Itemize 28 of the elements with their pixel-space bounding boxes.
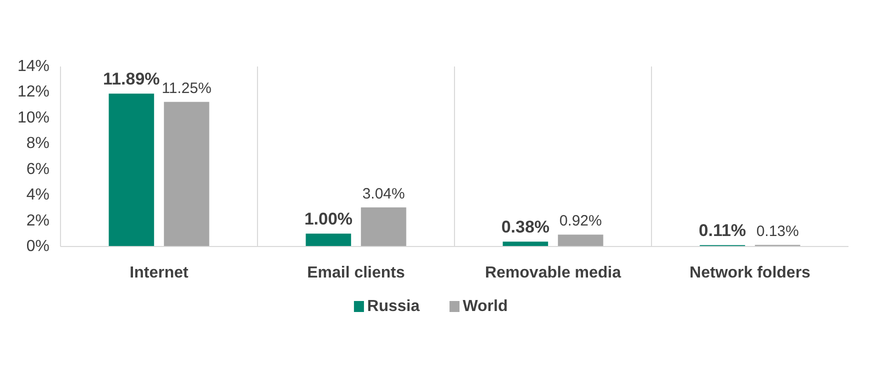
x-tick-label: Network folders [690,264,811,282]
bar [108,94,154,246]
bar [306,234,352,246]
y-tick-label: 10% [17,109,50,126]
data-label: 11.89% [103,70,160,89]
y-tick-label: 4% [26,186,50,204]
bar [360,207,406,246]
y-tick-label: 2% [26,212,50,230]
data-label: 1.00% [304,210,353,229]
y-tick-label: 14% [17,58,50,75]
x-tick-label: Internet [130,264,190,282]
data-label: 0.92% [559,212,602,230]
data-label: 11.25% [162,80,212,97]
bar [558,234,604,246]
x-tick-label: Email clients [307,264,406,282]
x-tick-label: Removable media [484,264,622,282]
y-tick-label: 12% [17,84,50,101]
y-tick-label: 0% [26,238,50,255]
data-label: 0.13% [756,222,799,240]
data-label: 3.04% [362,185,405,202]
bar [164,102,210,246]
data-label: 0.11% [698,221,746,240]
y-tick-label: 8% [26,135,50,152]
legend-label: World [462,298,508,315]
legend-label: Russia [367,298,420,315]
data-label: 0.38% [501,218,550,237]
bar [502,242,548,246]
y-tick-label: 6% [26,160,50,178]
